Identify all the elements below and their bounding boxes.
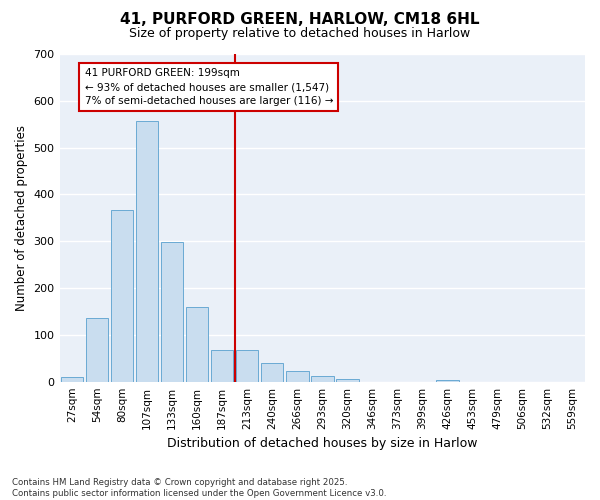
- Bar: [336, 380, 359, 382]
- X-axis label: Distribution of detached houses by size in Harlow: Distribution of detached houses by size …: [167, 437, 478, 450]
- Text: Contains HM Land Registry data © Crown copyright and database right 2025.
Contai: Contains HM Land Registry data © Crown c…: [12, 478, 386, 498]
- Bar: [211, 350, 233, 382]
- Y-axis label: Number of detached properties: Number of detached properties: [15, 125, 28, 311]
- Bar: [186, 307, 208, 382]
- Bar: [161, 242, 184, 382]
- Bar: [61, 377, 83, 382]
- Bar: [111, 210, 133, 382]
- Bar: [286, 372, 308, 382]
- Bar: [136, 121, 158, 382]
- Bar: [436, 380, 458, 382]
- Bar: [236, 350, 259, 382]
- Bar: [261, 363, 283, 382]
- Text: Size of property relative to detached houses in Harlow: Size of property relative to detached ho…: [130, 28, 470, 40]
- Text: 41, PURFORD GREEN, HARLOW, CM18 6HL: 41, PURFORD GREEN, HARLOW, CM18 6HL: [120, 12, 480, 28]
- Bar: [86, 318, 109, 382]
- Bar: [311, 376, 334, 382]
- Text: 41 PURFORD GREEN: 199sqm
← 93% of detached houses are smaller (1,547)
7% of semi: 41 PURFORD GREEN: 199sqm ← 93% of detach…: [85, 68, 333, 106]
